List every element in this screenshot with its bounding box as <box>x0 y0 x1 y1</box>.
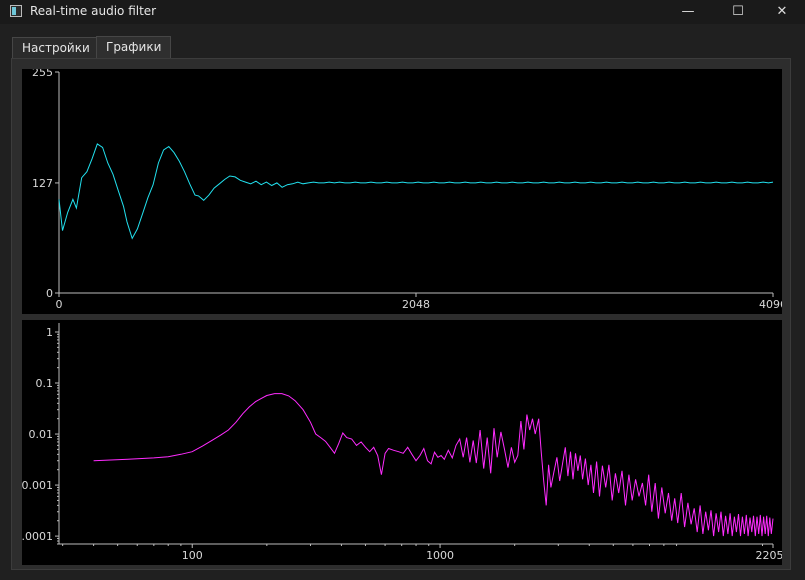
close-button[interactable]: ✕ <box>776 4 788 19</box>
maximize-button[interactable]: ☐ <box>732 4 744 19</box>
spectrum-series-line <box>93 393 774 537</box>
spectrum-y-tick-label: 1 <box>46 326 53 339</box>
title-bar: Real-time audio filter — ☐ ✕ <box>0 0 805 24</box>
waveform-x-tick-label: 4096 <box>759 298 782 311</box>
minimize-button[interactable]: — <box>681 4 695 19</box>
waveform-y-tick-label: 0 <box>46 287 53 300</box>
tab-charts[interactable]: Графики <box>96 36 172 58</box>
spectrum-chart: 100 1000 22050 1 0.1 0.01 0.001 0.0001 <box>15 323 791 562</box>
waveform-series-line <box>58 143 774 240</box>
window-title: Real-time audio filter <box>30 4 157 18</box>
waveform-x-tick-label: 2048 <box>402 298 430 311</box>
spectrum-y-tick-label: 0.01 <box>29 428 54 441</box>
waveform-x-tick-label: 0 <box>56 298 63 311</box>
waveform-chart: 0 2048 4096 0 127 255 <box>32 66 787 311</box>
charts-panel: 0 2048 4096 0 127 255 100 1000 22050 1 0.1 0.01 0.0… <box>11 58 791 570</box>
spectrum-x-tick-label: 1000 <box>426 549 454 562</box>
waveform-plot: 0 2048 4096 0 127 255 <box>22 66 787 314</box>
spectrum-x-tick-label: 100 <box>182 549 203 562</box>
spectrum-x-tick-label: 22050 <box>756 549 783 562</box>
app-window-icon <box>10 5 22 17</box>
tab-settings[interactable]: Настройки <box>12 37 100 58</box>
spectrum-y-tick-label: 0.1 <box>36 377 54 390</box>
waveform-y-tick-label: 127 <box>32 177 53 190</box>
spectrum-plot: 100 1000 22050 1 0.1 0.01 0.001 0.0001 <box>15 320 791 565</box>
waveform-y-tick-label: 255 <box>32 69 53 79</box>
spectrum-y-tick-label: 0.0001 <box>22 530 53 543</box>
spectrum-y-tick-label: 0.001 <box>22 479 53 492</box>
